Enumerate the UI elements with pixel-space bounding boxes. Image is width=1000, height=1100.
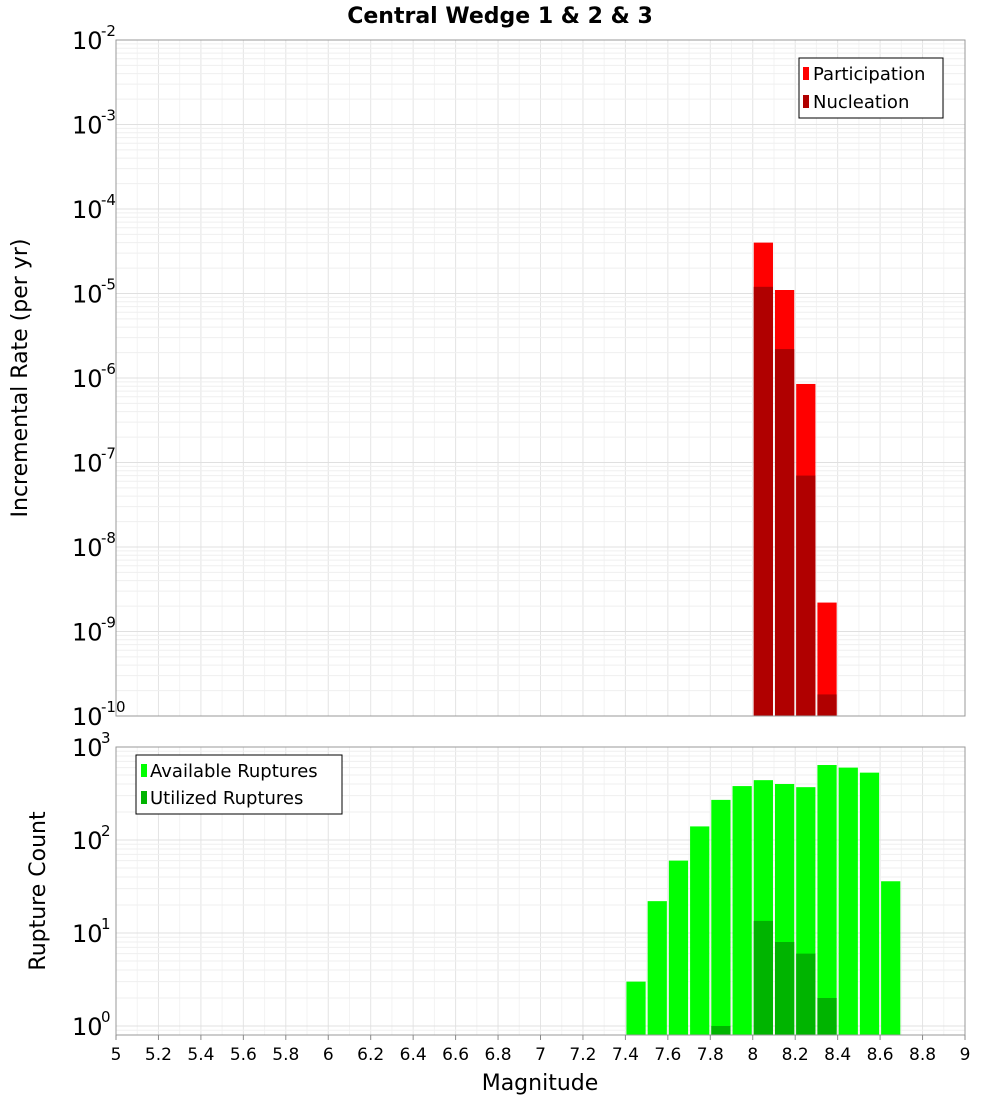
bottom-y-tick-exp-2: 1 <box>101 915 111 933</box>
x-tick-label-0: 5 <box>111 1045 122 1065</box>
top-y-tick-exp-8: -10 <box>101 698 126 716</box>
bottom-bar-0-9 <box>817 765 837 1035</box>
bottom-legend-box <box>135 754 343 815</box>
top-y-tick-exp-1: -3 <box>101 107 116 125</box>
bottom-bar-1-1 <box>753 920 773 1035</box>
x-tick-label-12: 7.4 <box>612 1045 639 1065</box>
top-y-tick-exp-6: -8 <box>101 529 116 547</box>
x-tick-label-11: 7.2 <box>569 1045 596 1065</box>
bottom-y-tick-label-3: 10 <box>72 1013 103 1041</box>
legend-swatch-participation <box>803 67 809 80</box>
legend-label-available: Available Ruptures <box>150 761 318 782</box>
top-y-tick-label-7: 10 <box>72 619 103 647</box>
bottom-bar-0-4 <box>711 799 731 1035</box>
legend-swatch-nucleation <box>803 95 809 108</box>
legend-label-participation: Participation <box>813 64 925 85</box>
bottom-y-axis-label: Rupture Count <box>26 811 51 971</box>
bottom-y-tick-label-2: 10 <box>72 920 103 948</box>
bottom-y-tick-label-1: 10 <box>72 827 103 855</box>
bottom-y-tick-exp-0: 3 <box>101 729 111 747</box>
legend-label-utilized: Utilized Ruptures <box>150 788 303 809</box>
top-bar-1-3 <box>817 694 837 716</box>
top-panel: 10-210-310-410-510-610-710-810-910-10 In… <box>8 22 966 731</box>
top-y-tick-label-5: 10 <box>72 450 103 478</box>
top-grid <box>115 39 966 717</box>
bottom-y-tick-exp-1: 2 <box>101 822 111 840</box>
top-y-tick-exp-7: -9 <box>101 614 116 632</box>
x-tick-label-7: 6.4 <box>400 1045 427 1065</box>
top-bar-0-3 <box>817 602 837 716</box>
bottom-bar-0-2 <box>668 860 689 1035</box>
bottom-bar-1-3 <box>796 953 816 1035</box>
top-bar-1-2 <box>796 475 816 716</box>
x-tick-label-17: 8.4 <box>824 1045 851 1065</box>
top-y-axis-label: Incremental Rate (per yr) <box>8 239 33 518</box>
top-y-tick-label-8: 10 <box>72 703 103 731</box>
top-y-tick-exp-3: -5 <box>101 276 116 294</box>
x-tick-label-2: 5.4 <box>187 1045 214 1065</box>
legend-swatch-available <box>141 764 147 777</box>
x-tick-label-13: 7.6 <box>654 1045 681 1065</box>
bottom-bars <box>626 765 901 1035</box>
x-tick-label-14: 7.8 <box>697 1045 724 1065</box>
top-y-tick-label-1: 10 <box>72 112 103 140</box>
top-y-tick-label-2: 10 <box>72 196 103 224</box>
x-tick-label-8: 6.6 <box>442 1045 469 1065</box>
chart-title: Central Wedge 1 & 2 & 3 <box>347 4 653 29</box>
x-tick-label-4: 5.8 <box>272 1045 299 1065</box>
x-tick-label-19: 8.8 <box>909 1045 936 1065</box>
x-tick-label-10: 7 <box>535 1045 546 1065</box>
top-y-tick-label-6: 10 <box>72 534 103 562</box>
top-bar-1-1 <box>774 349 795 716</box>
bottom-bar-0-0 <box>626 981 646 1035</box>
bottom-bar-1-4 <box>817 997 837 1035</box>
top-y-tick-label-3: 10 <box>72 281 103 309</box>
bottom-bar-0-11 <box>859 772 880 1035</box>
bottom-y-tick-exp-3: 0 <box>101 1008 111 1026</box>
top-legend-box <box>798 57 944 119</box>
x-tick-label-3: 5.6 <box>230 1045 257 1065</box>
bottom-bar-0-3 <box>690 826 710 1035</box>
x-tick-label-1: 5.2 <box>145 1045 172 1065</box>
top-y-ticks: 10-210-310-410-510-610-710-810-910-10 <box>72 22 126 731</box>
bottom-bar-0-5 <box>732 786 752 1035</box>
top-y-tick-exp-0: -2 <box>101 22 116 40</box>
top-bar-1-0 <box>753 286 773 716</box>
x-tick-label-16: 8.2 <box>782 1045 809 1065</box>
top-y-tick-exp-4: -6 <box>101 360 116 378</box>
bottom-bar-0-10 <box>838 767 858 1035</box>
bottom-bar-1-2 <box>774 942 795 1035</box>
bottom-y-tick-label-0: 10 <box>72 734 103 762</box>
top-bars <box>753 242 837 716</box>
x-tick-label-15: 8 <box>747 1045 758 1065</box>
x-tick-label-18: 8.6 <box>867 1045 894 1065</box>
x-ticks: 5 5.2 5.4 5.6 5.8 6 6.2 6.4 6.6 6.8 7 7.2 7.4 7.6 7.8 8… <box>111 1035 971 1065</box>
legend-label-nucleation: Nucleation <box>813 92 909 113</box>
top-y-tick-label-4: 10 <box>72 365 103 393</box>
top-y-tick-label-0: 10 <box>72 27 103 55</box>
x-axis-label: Magnitude <box>482 1071 599 1096</box>
x-tick-label-20: 9 <box>960 1045 971 1065</box>
top-plot-border <box>115 39 966 717</box>
bottom-bar-0-1 <box>647 901 667 1035</box>
bottom-legend: Available Ruptures Utilized Ruptures <box>135 754 343 815</box>
bottom-bar-1-0 <box>711 1025 731 1035</box>
x-tick-label-9: 6.8 <box>485 1045 512 1065</box>
top-legend: Participation Nucleation <box>798 57 944 119</box>
legend-swatch-utilized <box>141 791 147 804</box>
top-y-tick-exp-2: -4 <box>101 191 116 209</box>
x-tick-label-5: 6 <box>323 1045 334 1065</box>
x-tick-label-6: 6.2 <box>357 1045 384 1065</box>
bottom-bar-0-12 <box>881 881 901 1035</box>
top-y-tick-exp-5: -7 <box>101 445 116 463</box>
